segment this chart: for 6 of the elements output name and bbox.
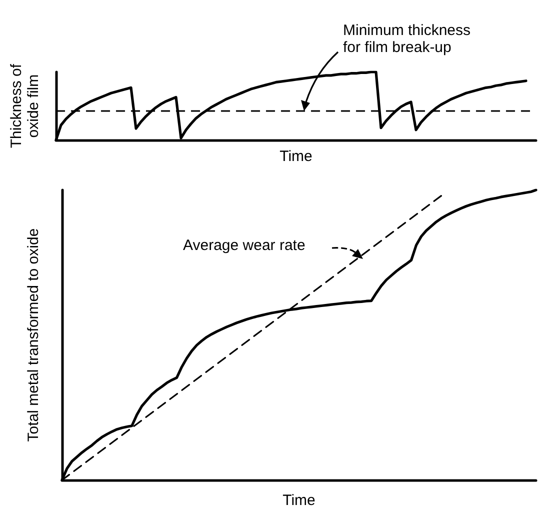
y-axis-title: Thickness of oxide film [8, 63, 42, 148]
annotation: Average wear rate [183, 237, 306, 254]
y-axis-title: Total metal transformed to oxide [25, 228, 42, 442]
x-axis-title: Time [280, 148, 312, 165]
ref-line-label: Minimum thickness for film break-up [343, 22, 471, 56]
x-axis-title: Time [282, 492, 316, 509]
